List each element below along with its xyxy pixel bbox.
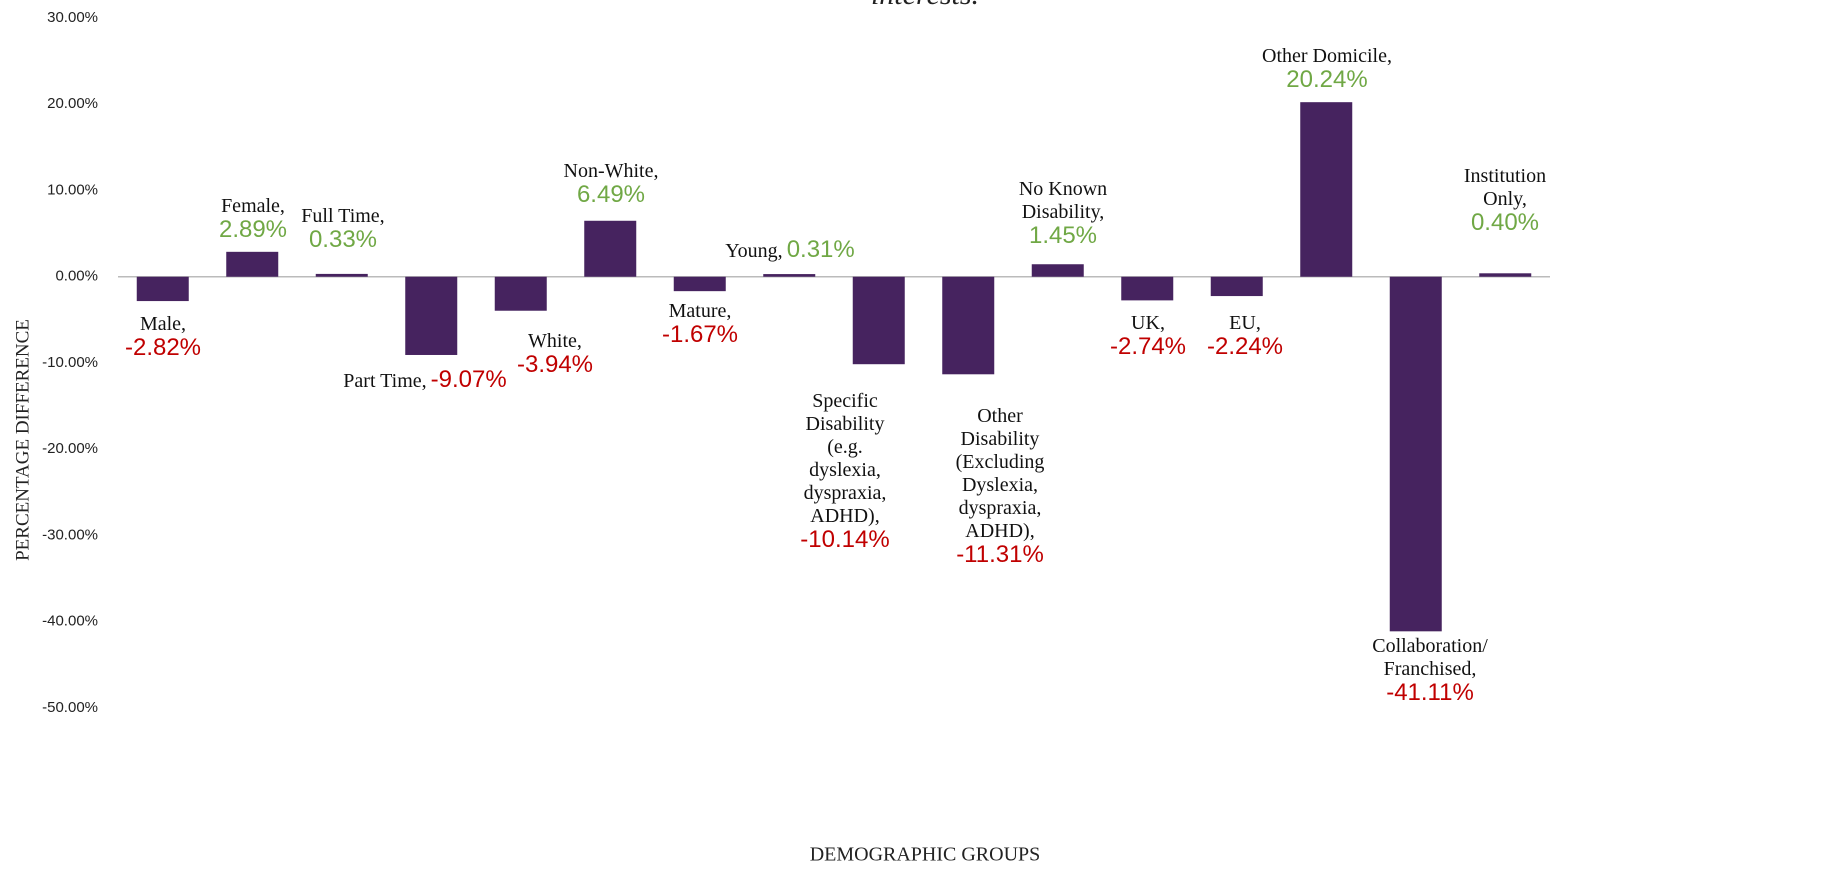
x-axis-label: DEMOGRAPHIC GROUPS — [810, 844, 1041, 866]
data-label: EU, -2.24% — [1206, 312, 1284, 360]
y-tick-label: -20.00% — [42, 440, 98, 457]
category-label: Collaboration/ Franchised, — [1372, 635, 1488, 680]
data-label: Full Time, 0.33% — [301, 205, 385, 253]
bar — [1121, 276, 1174, 301]
data-label: Other Domicile, 20.24% — [1262, 45, 1392, 93]
bar — [136, 276, 189, 302]
data-label: Institution Only, 0.40% — [1463, 165, 1547, 236]
bar — [1389, 276, 1442, 632]
value-label: 1.45% — [1028, 222, 1098, 249]
value-label: 6.49% — [576, 181, 646, 208]
category-label: Female, — [221, 195, 285, 217]
y-tick-label: -40.00% — [42, 613, 98, 630]
bar — [1210, 276, 1263, 297]
value-label: -10.14% — [800, 526, 890, 553]
value-label: -1.67% — [661, 321, 739, 348]
bar — [226, 251, 279, 277]
data-label: White, -3.94% — [516, 330, 594, 378]
category-label: Full Time, — [301, 205, 385, 227]
category-label: Part Time, — [343, 370, 427, 392]
y-tick-label: 20.00% — [47, 95, 98, 112]
y-tick-label: -30.00% — [42, 526, 98, 543]
bar — [405, 276, 458, 355]
data-label: Mature, -1.67% — [661, 300, 739, 348]
bar — [763, 274, 816, 277]
bar — [315, 273, 368, 277]
category-label: Non-White, — [563, 160, 659, 182]
bar — [1300, 102, 1353, 277]
category-label: Other Disability (Excluding Dyslexia, dy… — [955, 405, 1045, 542]
data-label: Young, 0.31% — [725, 238, 855, 264]
data-label: Non-White, 6.49% — [563, 160, 659, 208]
y-tick-label: -50.00% — [42, 699, 98, 716]
category-label: Institution Only, — [1463, 165, 1547, 210]
bar — [673, 276, 726, 292]
y-tick-label: -10.00% — [42, 354, 98, 371]
data-label: Part Time, -9.07% — [343, 368, 506, 394]
data-label: Other Disability (Excluding Dyslexia, dy… — [955, 405, 1045, 568]
data-label: Specific Disability (e.g. dyslexia, dysp… — [800, 390, 890, 553]
bar — [494, 276, 547, 311]
bar — [852, 276, 905, 365]
category-label: UK, — [1131, 312, 1165, 334]
data-label: Female, 2.89% — [218, 195, 288, 243]
value-label: -41.11% — [1386, 679, 1474, 706]
category-label: No Known Disability, — [1018, 178, 1108, 223]
value-label: 0.31% — [786, 236, 855, 263]
category-label: White, — [528, 330, 582, 352]
chart-title: interests. — [871, 0, 979, 11]
value-label: -9.07% — [430, 366, 507, 393]
bar — [584, 220, 637, 277]
value-label: -2.24% — [1206, 333, 1284, 360]
data-label: UK, -2.74% — [1109, 312, 1187, 360]
value-label: -2.82% — [124, 334, 202, 361]
category-label: Young, — [725, 240, 783, 262]
category-label: Mature, — [668, 300, 732, 322]
y-tick-label: 30.00% — [47, 9, 98, 26]
value-label: 2.89% — [218, 216, 288, 243]
category-label: Other Domicile, — [1262, 45, 1392, 67]
data-label: No Known Disability, 1.45% — [1018, 178, 1108, 249]
y-tick-label: 10.00% — [47, 181, 98, 198]
y-axis-label: PERCENTAGE DIFFERENCE — [12, 319, 33, 561]
category-label: Male, — [139, 313, 187, 335]
data-label: Male, -2.82% — [124, 313, 202, 361]
value-label: -3.94% — [516, 351, 594, 378]
value-label: -2.74% — [1109, 333, 1187, 360]
value-label: -11.31% — [956, 541, 1044, 568]
category-label: Specific Disability (e.g. dyslexia, dysp… — [803, 390, 887, 527]
value-label: 20.24% — [1286, 66, 1368, 93]
data-label: Collaboration/ Franchised, -41.11% — [1372, 635, 1488, 706]
bar — [942, 276, 995, 375]
value-label: 0.33% — [308, 226, 378, 253]
value-label: 0.40% — [1470, 209, 1540, 236]
bar — [1031, 264, 1084, 277]
category-label: EU, — [1229, 312, 1261, 334]
bar — [1479, 273, 1532, 277]
y-tick-label: 0.00% — [55, 268, 98, 285]
